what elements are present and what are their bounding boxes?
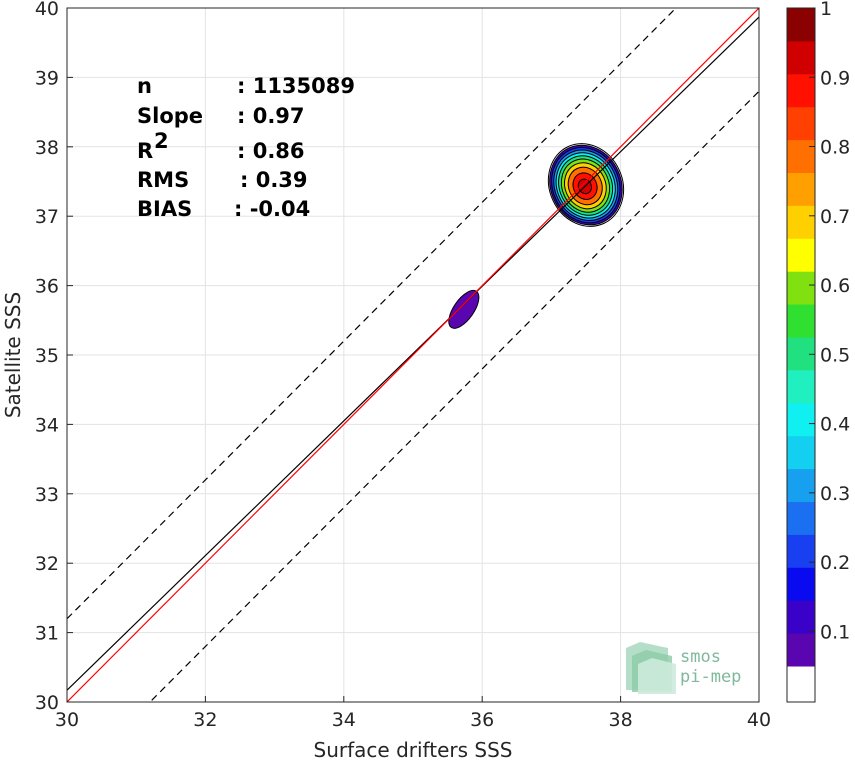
colorbar-band [787,633,815,667]
colorbar-band [787,666,815,702]
colorbar-band [787,106,815,141]
x-tick-label: 30 [55,709,79,731]
y-tick-label: 33 [35,484,59,506]
stat-value: : -0.04 [234,197,310,221]
y-tick-label: 31 [35,623,59,645]
colorbar-band [787,534,815,568]
colorbar-band [787,73,815,108]
colorbar-tick-label: 0.9 [820,67,850,89]
colorbar-band [787,172,815,206]
colorbar-band [787,8,815,42]
stats-box: n : 1135089 Slope : 0.97 R 2 : 0.86 RMS : 0.39 BI… [137,74,355,221]
colorbar-band [787,402,815,437]
stat-value: : 0.97 [237,104,305,128]
colorbar-tick-label: 0.1 [820,621,850,643]
colorbar-frame [786,7,816,703]
colorbar-band [787,468,815,502]
colorbar-tick-label: 0.7 [820,206,850,228]
y-tick-label: 30 [35,692,59,714]
regression-line [67,8,759,702]
x-tick-label: 40 [747,709,771,731]
x-tick-label: 32 [193,709,217,731]
colorbar-band [787,337,815,371]
colorbar-band [787,139,815,173]
stat-value: : 0.86 [237,139,305,163]
stat-label: n [137,74,152,98]
one-to-one-line [67,16,759,691]
stat-label: R [137,139,153,163]
logo-graphic [626,642,676,694]
colorbar-tick-label: 0.5 [820,344,850,366]
colorbar-tick-label: 1 [820,0,832,20]
colorbar-tick-label: 0.3 [820,483,850,505]
x-axis-title: Surface drifters SSS [314,738,513,762]
y-tick-label: 39 [35,67,59,89]
stat-label: RMS [137,168,189,192]
colorbar-tick-label: 0.8 [820,137,850,159]
stat-superscript: 2 [154,129,169,153]
y-tick-label: 35 [35,345,59,367]
colorbar-band [787,238,815,272]
stat-label: Slope [137,104,203,128]
y-tick-label: 38 [35,137,59,159]
colorbar-band [787,271,815,305]
y-tick-label: 40 [35,0,59,20]
colorbar-tick-label: 0.2 [820,552,850,574]
y-tick-label: 32 [35,553,59,575]
colorbar-band [787,501,815,535]
colorbar-band [787,435,815,470]
colorbar-tick-label: 0.4 [820,414,850,436]
smos-pi-mep-logo: smos pi-mep [626,642,741,694]
colorbar-tick-label: 0.6 [820,275,850,297]
y-tick-label: 34 [35,414,59,436]
y-tick-label: 37 [35,206,59,228]
x-tick-label: 34 [332,709,356,731]
x-tick-label: 38 [609,709,633,731]
reference-lines [67,8,759,702]
colorbar: 0.1 0.2 0.3 0.4 0.5 0.6 0.7 0.8 0.9 1 [786,0,850,703]
colorbar-band [787,369,815,404]
colorbar-band [787,205,815,239]
y-tick-label: 36 [35,276,59,298]
colorbar-band [787,567,815,601]
logo-line2: pi-mep [680,667,741,687]
colorbar-band [787,304,815,338]
axes: 30 32 34 36 38 40 30 31 32 33 34 35 36 37 38 39 40 [35,0,771,731]
colorbar-band [787,600,815,634]
y-axis-title: Satellite SSS [1,292,25,418]
logo-line1: smos [680,647,721,667]
stat-label: BIAS [137,197,192,221]
stat-value: : 0.39 [240,168,308,192]
x-tick-label: 36 [470,709,494,731]
stat-value: : 1135089 [237,74,355,98]
lower-bound-line [149,90,759,702]
colorbar-band [787,40,815,75]
upper-bound-line [67,8,677,620]
